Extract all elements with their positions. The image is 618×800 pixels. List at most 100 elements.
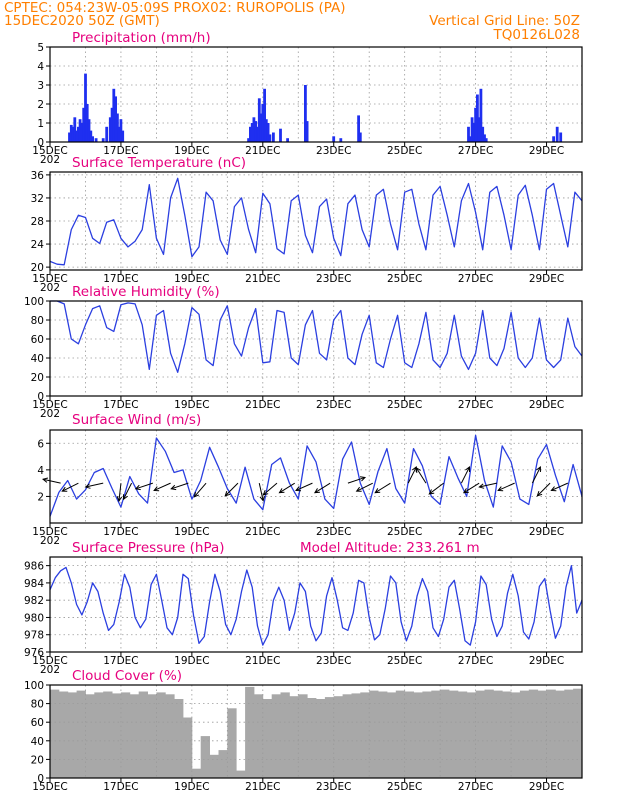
- wind-vector-arrow: [279, 482, 295, 494]
- wind-year-label: 202: [40, 535, 60, 547]
- precip-bar: [272, 132, 275, 142]
- rh-year-label: 202: [40, 408, 60, 420]
- precip-x-tick-label: 17DEC: [103, 145, 138, 157]
- precip-y-tick-label: 2: [37, 99, 44, 111]
- wind-title: Surface Wind (m/s): [72, 412, 201, 428]
- cloud-bar: [360, 692, 370, 778]
- cloud-bar: [546, 689, 556, 778]
- wind-vector-arrow: [118, 483, 122, 502]
- wind-vector-arrow: [135, 482, 154, 490]
- cloud-bar: [112, 693, 122, 778]
- pres-y-tick-label: 986: [24, 561, 44, 573]
- precip-bar: [91, 136, 94, 142]
- wind-vector-arrow: [460, 466, 470, 484]
- cloud-bar: [431, 690, 441, 778]
- wind-vector-arrow: [463, 482, 480, 494]
- wind-vector-arrow: [536, 482, 551, 497]
- precip-bar: [250, 123, 254, 142]
- precip-bar: [483, 134, 486, 142]
- pres-title: Surface Pressure (hPa): [72, 540, 225, 556]
- rh-title: Relative Humidity (%): [72, 284, 220, 300]
- precip-bar: [87, 119, 91, 142]
- wind-y-tick-label: 6: [37, 438, 44, 450]
- wind-vector-head: [415, 466, 421, 473]
- wind-vector-arrow: [224, 482, 239, 497]
- precip-y-tick-label: 0: [37, 137, 44, 149]
- cloud-bar: [413, 692, 423, 778]
- cloud-bar: [573, 688, 583, 778]
- precip-bar: [358, 132, 362, 142]
- cloud-bar: [156, 692, 166, 778]
- cloud-bar: [537, 690, 547, 778]
- cloud-bar: [449, 690, 459, 778]
- wind-vector-head: [536, 490, 543, 497]
- pres-y-tick-label: 976: [24, 647, 44, 659]
- temp-x-tick-label: 23DEC: [316, 273, 351, 285]
- cloud-bar: [369, 690, 379, 778]
- rh-x-tick-label: 15DEC: [32, 399, 67, 411]
- wind-vector-head: [224, 490, 231, 497]
- cloud-bar: [378, 691, 388, 778]
- precip-x-tick-label: 19DEC: [174, 145, 209, 157]
- wind-vector-arrow: [356, 482, 373, 492]
- wind-x-tick-label: 29DEC: [529, 526, 564, 538]
- cloud-bar: [147, 694, 157, 778]
- precip-x-tick-label: 21DEC: [245, 145, 280, 157]
- rh-y-tick-label: 100: [24, 296, 44, 308]
- wind-vector-head: [462, 488, 469, 494]
- wind-vector-head: [355, 486, 362, 492]
- cloud-bar: [76, 690, 86, 778]
- precip-bar: [108, 117, 112, 142]
- temp-x-tick-label: 25DEC: [387, 273, 422, 285]
- wind-vector-arrow: [428, 482, 444, 495]
- precip-bar: [263, 88, 266, 142]
- precip-bar: [247, 138, 250, 142]
- temp-y-tick-label: 36: [31, 170, 45, 182]
- precip-bar: [84, 73, 87, 142]
- cloud-bar: [58, 691, 69, 778]
- temp-y-tick-label: 24: [31, 239, 45, 251]
- cloud-bar: [324, 697, 335, 778]
- precip-bar: [80, 123, 84, 142]
- wind-vector-arrow: [171, 482, 189, 490]
- rh-x-tick-label: 21DEC: [245, 399, 280, 411]
- cloud-x-tick-label: 23DEC: [316, 781, 351, 793]
- precip-bar: [105, 126, 109, 142]
- precip-bar: [264, 119, 268, 142]
- wind-x-tick-label: 15DEC: [32, 526, 67, 538]
- rh-y-tick-label: 0: [37, 391, 44, 403]
- precip-bar: [559, 132, 563, 142]
- wind-vector-head: [122, 494, 128, 501]
- precip-bar: [268, 134, 272, 142]
- precip-year-label: 202: [40, 154, 60, 166]
- precip-plot-bg: [50, 47, 582, 142]
- cloud-bar: [174, 699, 184, 778]
- temp-y-tick-label: 32: [31, 193, 44, 205]
- precip-bar: [114, 96, 117, 142]
- precip-bar: [476, 94, 479, 142]
- cloud-bar: [183, 717, 193, 778]
- wind-vector-arrow: [407, 466, 417, 484]
- header-date: 15DEC2020 50Z (GMT): [4, 13, 160, 29]
- cloud-bar: [289, 696, 299, 778]
- cloud-bar: [351, 693, 361, 778]
- cloud-bar: [511, 692, 521, 778]
- cloud-title: Cloud Cover (%): [72, 668, 182, 684]
- cloud-bar: [209, 754, 219, 779]
- wind-vector-head: [478, 483, 485, 489]
- wind-vector-head: [465, 466, 471, 473]
- wind-vector-arrow: [551, 482, 569, 491]
- wind-vector-arrow: [415, 467, 427, 484]
- precip-x-tick-label: 27DEC: [458, 145, 493, 157]
- cloud-frame: [49, 684, 583, 779]
- precip-bar: [304, 85, 307, 142]
- pres-x-tick-label: 19DEC: [174, 655, 209, 667]
- pres-x-tick-label: 29DEC: [529, 655, 564, 667]
- wind-x-tick-label: 27DEC: [458, 526, 493, 538]
- cloud-bar: [236, 770, 246, 778]
- temp-x-tick-label: 21DEC: [245, 273, 280, 285]
- wind-x-tick-label: 21DEC: [245, 526, 280, 538]
- wind-vector-arrow: [123, 482, 133, 500]
- wind-vector-arrow: [258, 483, 264, 501]
